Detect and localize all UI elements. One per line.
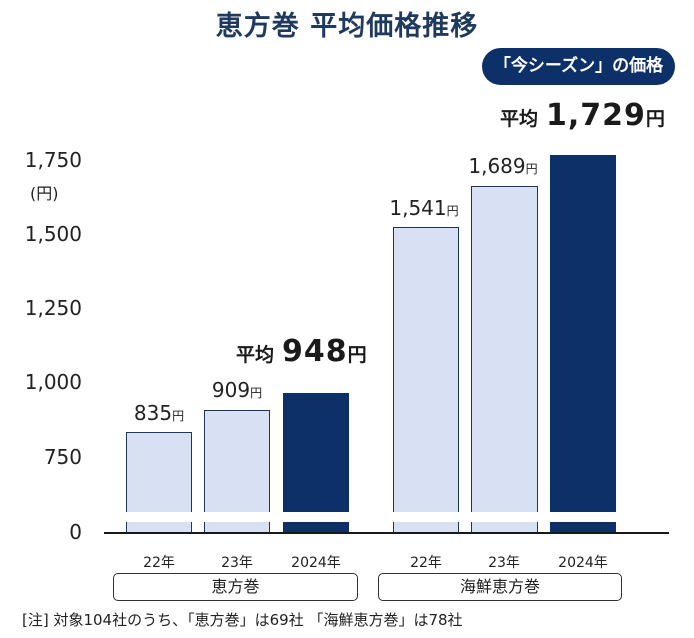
bar-seafood-2024	[550, 155, 616, 532]
footnote: [注] 対象104社のうち、「恵方巻」は69社 「海鮮恵方巻」は78社	[22, 611, 463, 629]
current-season-badge: 「今シーズン」の価格	[482, 48, 675, 85]
average-unit: 円	[645, 108, 665, 130]
chart-title: 恵方巻 平均価格推移	[215, 11, 479, 42]
ehomaki-average-label: 平均 948円	[236, 334, 367, 369]
x-axis-line	[104, 532, 669, 534]
x-label: 2024年	[558, 555, 608, 571]
y-tick: 750	[43, 445, 82, 469]
value-label: 1,689円	[468, 154, 538, 178]
y-tick: 0	[69, 520, 82, 544]
value-label: 1,541円	[389, 196, 459, 220]
y-tick: 1,000	[24, 370, 82, 394]
average-prefix: 平均	[236, 344, 275, 366]
x-label: 23年	[221, 555, 253, 571]
bar-seafood-22	[393, 227, 459, 532]
average-value: 1,729	[546, 98, 646, 133]
seafood-average-label: 平均 1,729円	[500, 98, 665, 133]
x-label: 23年	[488, 555, 520, 571]
value-label: 909円	[211, 378, 263, 402]
x-label: 22年	[410, 555, 442, 571]
average-unit: 円	[347, 344, 367, 366]
y-axis-unit: (円)	[30, 184, 59, 203]
bar-ehomaki-23	[204, 410, 270, 532]
group-label-seafood-ehomaki: 海鮮恵方巻	[378, 573, 622, 601]
x-label: 22年	[143, 555, 175, 571]
bar-ehomaki-2024	[283, 393, 349, 532]
group-label-ehomaki: 恵方巻	[113, 573, 358, 601]
y-tick: 1,500	[24, 222, 82, 246]
bar-seafood-23	[471, 186, 538, 532]
average-value: 948	[282, 334, 348, 369]
average-prefix: 平均	[500, 108, 539, 130]
axis-break-band	[104, 512, 644, 522]
y-tick: 1,750	[24, 148, 82, 172]
value-label: 835円	[133, 401, 185, 425]
y-tick: 1,250	[24, 296, 82, 320]
x-label: 2024年	[291, 555, 341, 571]
